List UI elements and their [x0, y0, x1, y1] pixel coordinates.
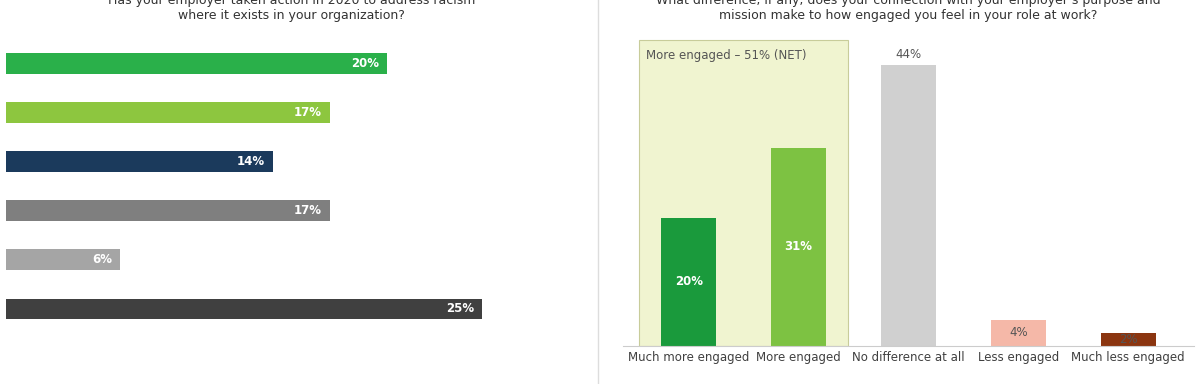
Text: 4%: 4% — [1009, 326, 1027, 339]
Text: 17%: 17% — [294, 106, 322, 119]
Bar — [772, 148, 826, 346]
Bar — [1100, 333, 1156, 346]
Text: 6%: 6% — [92, 253, 113, 266]
Bar — [6, 151, 272, 172]
Bar — [661, 218, 716, 346]
Bar — [881, 65, 936, 346]
Bar — [6, 200, 330, 221]
Text: 31%: 31% — [785, 240, 812, 253]
Text: 25%: 25% — [446, 302, 474, 315]
Text: 20%: 20% — [674, 275, 703, 288]
Bar — [6, 250, 120, 270]
Bar — [6, 298, 482, 319]
Text: 14%: 14% — [236, 155, 265, 168]
Bar — [640, 40, 848, 346]
Title: What difference, if any, does your connection with your employer’s purpose and
m: What difference, if any, does your conne… — [656, 0, 1160, 22]
Text: 20%: 20% — [352, 57, 379, 70]
Text: More engaged – 51% (NET): More engaged – 51% (NET) — [646, 49, 806, 62]
Bar — [991, 320, 1045, 346]
Text: 17%: 17% — [294, 204, 322, 217]
Text: 44%: 44% — [895, 48, 922, 61]
Bar — [6, 103, 330, 123]
Title: Has your employer taken action in 2020 to address racism
where it exists in your: Has your employer taken action in 2020 t… — [108, 0, 475, 22]
Bar — [6, 53, 386, 74]
Text: 2%: 2% — [1118, 333, 1138, 346]
